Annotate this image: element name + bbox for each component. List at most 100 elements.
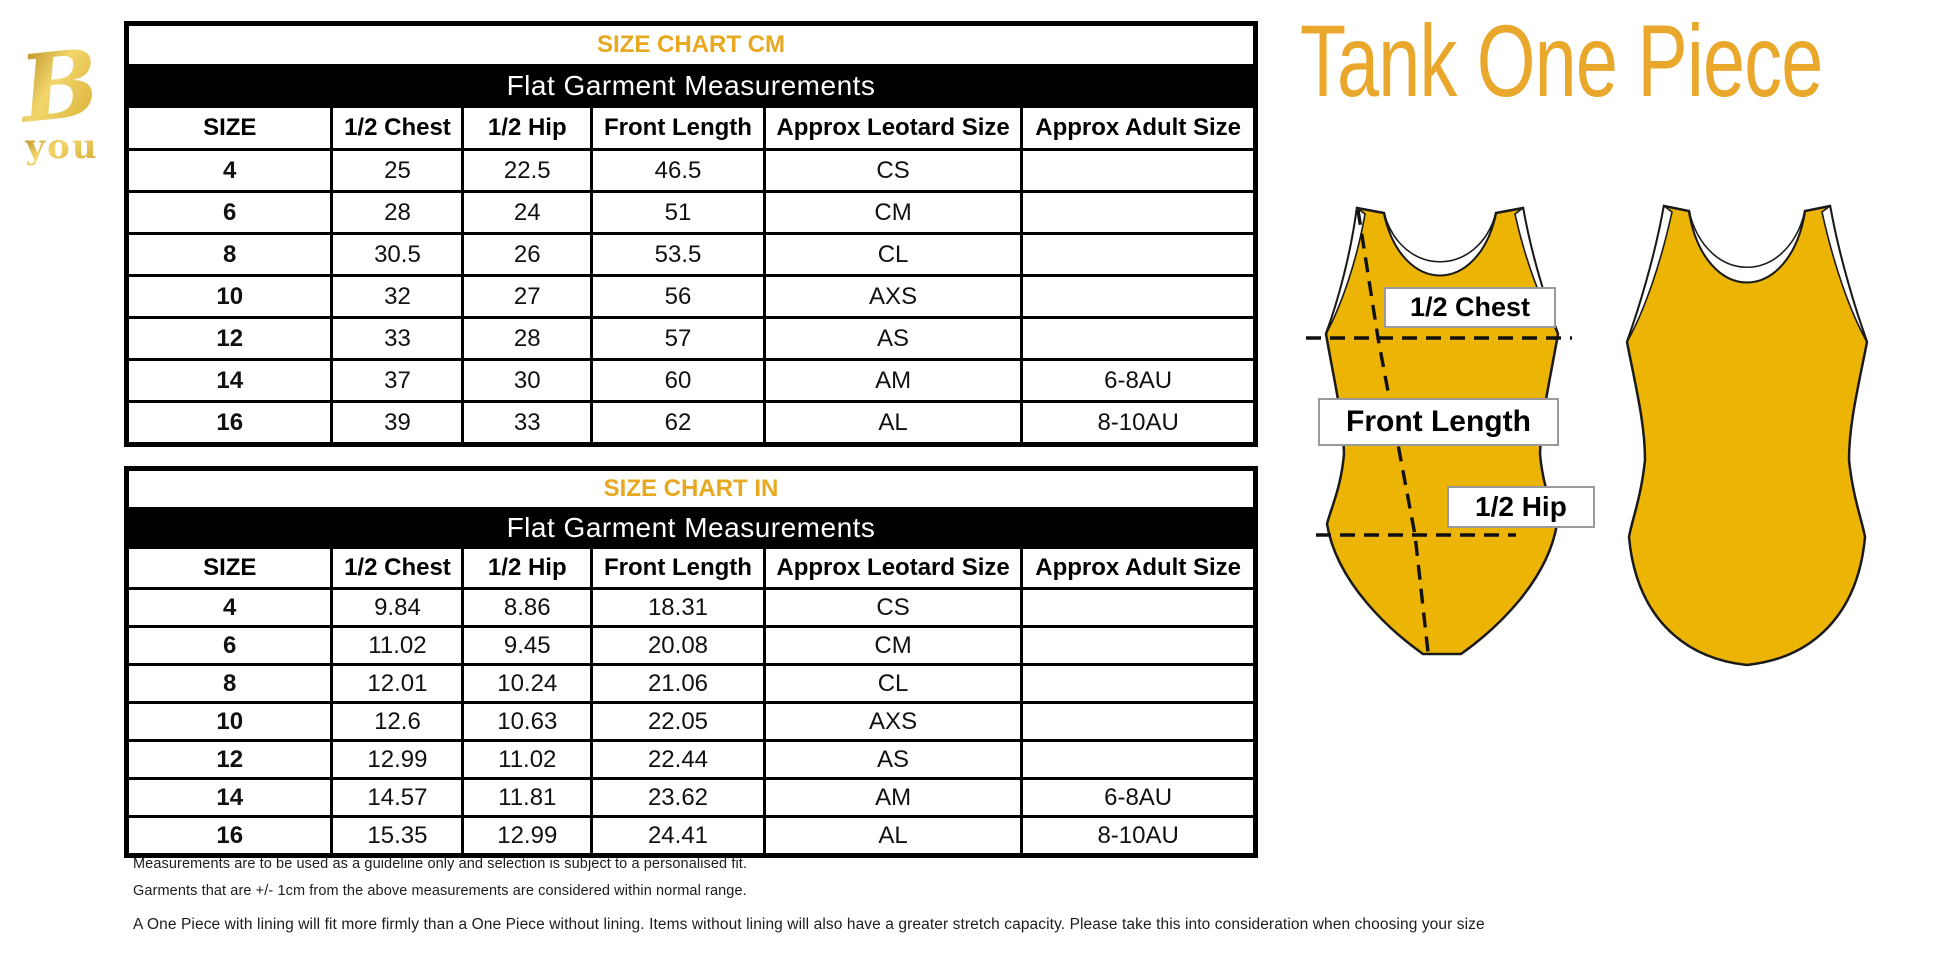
front-length-measure-label: Front Length [1318,398,1559,446]
table-cell: 28 [330,190,465,235]
leotard-front-right-armhole-trim [1514,206,1559,335]
table-cell: CM [762,190,1024,235]
column-header: Front Length [590,105,766,151]
table-row: 6 11.02 9.45 20.08 CM [124,625,1257,666]
table-cell: 12 [124,739,334,780]
table-cell [1020,232,1257,277]
table-row: 16 39 33 62 AL 8-10AU [124,400,1257,446]
size-table-cm: SIZE CHART CM Flat Garment Measurements SI… [124,21,1258,447]
table-cell: 9.45 [461,625,594,666]
leotard-front-left-armhole-trim [1325,206,1366,335]
table-cell: 4 [124,587,334,628]
table-cell: 16 [124,815,334,857]
table-cell [1020,274,1257,319]
table-cell: 37 [330,358,465,403]
table-subtitle: Flat Garment Measurements [125,507,1257,549]
table-cell: 6 [124,625,334,666]
leotard-back-left-armhole-trim [1626,204,1673,343]
column-header: 1/2 Hip [461,105,594,151]
table-cell: 14.57 [330,777,465,818]
table-cell: 12.6 [330,701,465,742]
table-title: SIZE CHART IN [125,467,1257,510]
table-row: 10 32 27 56 AXS [124,274,1257,319]
brand-logo-icon: B you [12,28,104,167]
brand-logo: B you [10,28,114,170]
table-cell: 8-10AU [1020,815,1257,857]
table-cell: 27 [461,274,594,319]
column-header: SIZE [124,105,334,151]
table-cell: 60 [590,358,766,403]
table-cell: 20.08 [590,625,766,666]
table-cell: 10.63 [461,701,594,742]
table-cell: 6-8AU [1020,777,1257,818]
table-cell: 12 [124,316,334,361]
column-header: 1/2 Hip [461,546,594,590]
column-header: Approx Adult Size [1020,105,1257,151]
table-cell [1020,190,1257,235]
table-cell: AL [762,400,1024,446]
table-cell: 62 [590,400,766,446]
table-row: 16 15.35 12.99 24.41 AL 8-10AU [124,815,1257,857]
table-cell: 22.05 [590,701,766,742]
table-cell [1020,625,1257,666]
table-cell: 16 [124,400,334,446]
table-cell: 23.62 [590,777,766,818]
table-cell: 30 [461,358,594,403]
table-cell: AM [762,358,1024,403]
table-cell [1020,739,1257,780]
table-cell: 10.24 [461,663,594,704]
table-cell [1020,701,1257,742]
table-cell: AS [762,316,1024,361]
table-cell: 15.35 [330,815,465,857]
table-row: 8 12.01 10.24 21.06 CL [124,663,1257,704]
table-cell: AXS [762,701,1024,742]
table-cell: AXS [762,274,1024,319]
table-cell: 46.5 [590,148,766,193]
footnote-guideline: Measurements are to be used as a guideli… [133,856,748,872]
table-cell: 10 [124,274,334,319]
table-cell: 8-10AU [1020,400,1257,446]
table-row: 4 9.84 8.86 18.31 CS [124,587,1257,628]
table-row: 14 37 30 60 AM 6-8AU [124,358,1257,403]
size-chart-in-table: SIZE CHART IN Flat Garment Measurements SI… [124,466,1258,858]
column-header: Approx Leotard Size [762,105,1024,151]
table-cell: 21.06 [590,663,766,704]
table-cell: CL [762,663,1024,704]
table-cell: 33 [330,316,465,361]
table-cell: 26 [461,232,594,277]
table-row: 14 14.57 11.81 23.62 AM 6-8AU [124,777,1257,818]
table-cell: 14 [124,777,334,818]
column-header: 1/2 Chest [330,105,465,151]
table-cell: CS [762,587,1024,628]
table-row: 8 30.5 26 53.5 CL [124,232,1257,277]
table-cell: 6 [124,190,334,235]
table-cell: 11.02 [330,625,465,666]
table-row: 6 28 24 51 CM [124,190,1257,235]
table-cell [1020,587,1257,628]
table-cell: AS [762,739,1024,780]
table-cell: 11.81 [461,777,594,818]
table-cell: 4 [124,148,334,193]
table-cell: 11.02 [461,739,594,780]
logo-word: you [24,127,98,167]
table-cell: CM [762,625,1024,666]
table-row: 12 33 28 57 AS [124,316,1257,361]
leotard-back-right-armhole-trim [1821,204,1868,343]
table-cell: 8 [124,232,334,277]
table-cell: 22.5 [461,148,594,193]
footnotes: Measurements are to be used as a guideli… [133,856,1485,945]
logo-letter: B [12,30,104,144]
table-cell: 32 [330,274,465,319]
table-cell: 9.84 [330,587,465,628]
table-cell: 18.31 [590,587,766,628]
leotard-front-neck-trim [1383,212,1497,277]
leotard-back-view [1625,204,1869,667]
table-cell: 6-8AU [1020,358,1257,403]
leotard-back-neck-trim [1688,210,1806,283]
table-cell: 56 [590,274,766,319]
table-cell: CL [762,232,1024,277]
table-cell [1020,148,1257,193]
column-header: Approx Leotard Size [762,546,1024,590]
table-cell: 57 [590,316,766,361]
